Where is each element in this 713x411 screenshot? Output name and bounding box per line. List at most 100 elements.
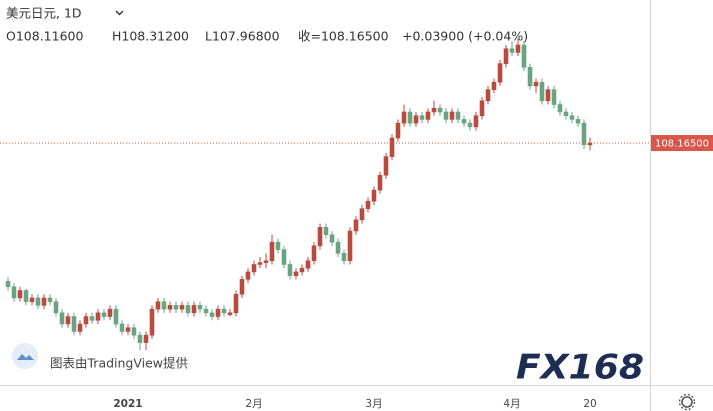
candle-body — [413, 115, 419, 124]
candle-body — [281, 249, 287, 265]
candle-body — [185, 305, 191, 314]
candle-body — [203, 308, 209, 314]
candle-body — [17, 290, 23, 299]
candle-body — [371, 189, 377, 202]
candle-body — [251, 264, 257, 273]
candle-body — [143, 334, 149, 343]
candle-body — [581, 122, 587, 146]
candle-body — [197, 305, 203, 310]
candle-body — [41, 297, 47, 306]
x-tick-label: 20 — [583, 398, 596, 410]
candle-body — [161, 301, 167, 310]
ohlc-open: O108.11600 — [6, 29, 83, 44]
candle-body — [485, 89, 491, 102]
candle-body — [257, 262, 263, 265]
candle-body — [287, 264, 293, 276]
candle-body — [323, 226, 329, 236]
candle-body — [83, 316, 89, 325]
candle-body — [491, 81, 497, 90]
candle-body — [395, 122, 401, 139]
candle-body — [179, 305, 185, 310]
candle-body — [479, 100, 485, 116]
candle-body — [125, 327, 131, 332]
candle-body — [443, 111, 449, 120]
candle-body — [95, 312, 101, 321]
candle-body — [365, 200, 371, 209]
candle-body — [77, 323, 83, 332]
candle-body — [551, 89, 557, 105]
candle-body — [239, 279, 245, 295]
x-tick-label: 3月 — [365, 398, 382, 410]
candle-body — [545, 89, 551, 102]
candle-body — [341, 253, 347, 262]
candle-body — [515, 44, 521, 53]
candle-body — [227, 312, 233, 315]
candle-body — [521, 44, 527, 68]
candle-body — [209, 312, 215, 317]
x-tick-label: 2月 — [245, 398, 262, 410]
fx168-logo: FX168 — [516, 348, 644, 388]
last-price-box — [651, 135, 713, 152]
candle-body — [455, 111, 461, 120]
candle-body — [269, 241, 275, 262]
candle-body — [587, 142, 593, 146]
symbol: 美元日元, 1D — [6, 6, 82, 21]
candle-body — [497, 63, 503, 83]
candle-body — [11, 286, 17, 299]
candle-body — [563, 111, 569, 116]
candle-body — [467, 122, 473, 128]
candle-body — [347, 230, 353, 262]
candle-body — [191, 305, 197, 314]
candle-body — [539, 81, 545, 102]
candle-body — [383, 156, 389, 176]
candle-body — [575, 119, 581, 124]
candle-body — [245, 271, 251, 280]
ohlc-close: 收=108.16500 — [298, 29, 389, 44]
candle-body — [473, 115, 479, 128]
candle-body — [569, 115, 575, 120]
candle-body — [401, 111, 407, 124]
candle-body — [47, 297, 53, 302]
candle-body — [155, 301, 161, 310]
candle-body — [35, 297, 41, 306]
last-price-label: 108.16500 — [655, 139, 709, 150]
candle-body — [503, 48, 509, 64]
candle-body — [353, 219, 359, 232]
candle-body — [149, 308, 155, 336]
candle-body — [299, 267, 305, 273]
candle-body — [65, 316, 71, 325]
candle-body — [293, 271, 299, 276]
candle-body — [89, 316, 95, 321]
x-tick-label: 4月 — [503, 398, 520, 410]
candle-body — [113, 308, 119, 325]
x-tick-label: 2021 — [113, 398, 142, 410]
candle-body — [29, 297, 35, 302]
candle-body — [389, 137, 395, 157]
candle-body — [335, 241, 341, 254]
candle-body — [53, 301, 59, 314]
ohlc-low: L107.96800 — [205, 29, 280, 44]
candle-body — [5, 280, 11, 288]
ohlc-high: H108.31200 — [112, 29, 189, 44]
candle-body — [215, 308, 221, 317]
candle-body — [275, 241, 281, 250]
plot-area — [0, 38, 650, 351]
dropdown-icon[interactable] — [115, 10, 124, 16]
candle-body — [263, 260, 269, 263]
candle-body — [311, 245, 317, 262]
candle-body — [305, 260, 311, 269]
candle-body — [527, 67, 533, 87]
candle-body — [509, 48, 515, 53]
candle-body — [221, 308, 227, 314]
settings-icon[interactable] — [678, 393, 696, 411]
candle-body — [437, 107, 443, 113]
tv-logo — [12, 343, 38, 369]
candle-body — [407, 111, 413, 124]
watermark: 图表由TradingView提供 — [50, 356, 188, 371]
candle-body — [329, 234, 335, 243]
candle-body — [419, 115, 425, 120]
ohlc-change: +0.03900 (+0.04%) — [402, 29, 528, 44]
candle-body — [233, 293, 239, 314]
